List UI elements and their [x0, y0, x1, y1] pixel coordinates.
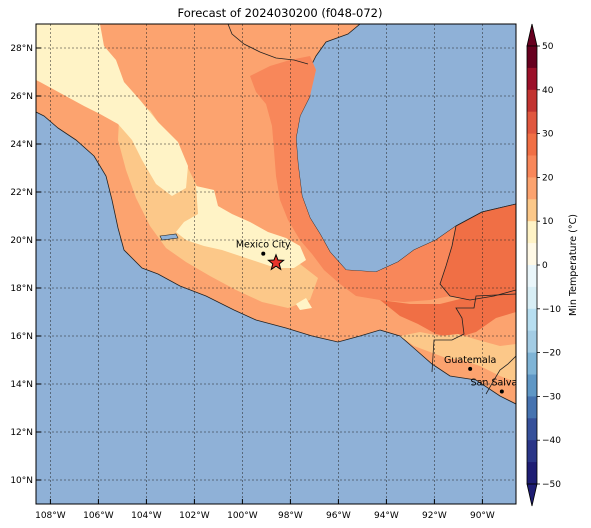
x-tick-label: 106°W [83, 511, 114, 521]
city-label: Guatemala [444, 355, 496, 366]
x-tick-label: 90°W [470, 511, 495, 521]
colorbar-segment [527, 67, 537, 91]
x-tick-label: 100°W [227, 511, 258, 521]
coolest-band-south [296, 298, 312, 310]
y-tick-label: 24°N [10, 140, 33, 150]
colorbar-tick-label: −10 [542, 305, 561, 315]
colorbar-tick-label: 30 [542, 130, 554, 140]
grid-lines [36, 24, 516, 504]
colorbar-segment [527, 418, 537, 441]
y-tick-label: 20°N [10, 236, 33, 246]
warm-band-gulf [250, 56, 516, 302]
colorbar-tick-label: −50 [542, 480, 561, 490]
location-star-icon [267, 253, 285, 271]
colorbar-segment [527, 374, 537, 397]
colorbar-tick-label: 20 [542, 173, 554, 183]
x-tick-label: 108°W [35, 511, 66, 521]
city-dot [499, 389, 504, 394]
colorbar-segment [527, 221, 537, 244]
city-dot [468, 366, 473, 371]
coolest-band-central [176, 186, 306, 268]
border-guatemala-east [485, 355, 516, 395]
colorbar-segment [527, 46, 537, 69]
y-tick-label: 16°N [10, 332, 33, 342]
colorbar-segment [527, 89, 537, 113]
colorbar-tick-label: 40 [542, 86, 554, 96]
colorbar-segment [527, 308, 537, 332]
colorbar-label: Min Temperature (°C) [568, 214, 579, 316]
border-us-mexico [227, 24, 309, 65]
y-tick-label: 18°N [10, 284, 33, 294]
colorbar-segment [527, 177, 537, 200]
colorbar-segment [527, 155, 537, 178]
central-america-interior [400, 332, 516, 382]
y-tick-label: 12°N [10, 428, 33, 438]
y-tick-label: 28°N [10, 44, 33, 54]
colorbar-tick-label: 50 [542, 42, 554, 52]
land-yucatan [439, 203, 516, 301]
city-markers: Mexico City Guatemala San Salvador [236, 240, 534, 394]
x-tick-label: 102°W [179, 511, 210, 521]
colorbar-segment [527, 330, 537, 353]
city-dot [261, 251, 266, 256]
colorbar-segment [527, 462, 537, 485]
map-title: Forecast of 2024030200 (f048-072) [177, 6, 383, 20]
colorbar-segment [527, 440, 537, 463]
colorbar-tick-label: −20 [542, 349, 561, 359]
colorbar-extend-max [526, 23, 538, 47]
y-tick-label: 22°N [10, 188, 33, 198]
colorbar-segment [527, 243, 537, 266]
coolest-band-plateau [36, 24, 188, 196]
colorbar-segment [527, 133, 537, 156]
colorbar-segment [527, 111, 537, 134]
colorbar[interactable] [526, 23, 538, 507]
colorbar-tick-label: 0 [542, 261, 548, 271]
border-mexico-guatemala [431, 293, 516, 373]
colorbar-segment [527, 286, 537, 310]
latitude-ticks: 10°N 12°N 14°N 16°N 18°N 20°N 22°N 24°N 26°N 28°N [10, 44, 41, 486]
colorbar-ticks: 50 40 30 20 10 0 −10 −20 −30 −40 −50 [537, 42, 561, 490]
y-tick-label: 26°N [10, 92, 33, 102]
x-tick-label: 94°W [374, 511, 399, 521]
lake-patch [159, 233, 179, 241]
colorbar-tick-label: −40 [542, 436, 561, 446]
map-frame [35, 23, 517, 505]
colorbar-segment [527, 199, 537, 222]
colorbar-tick-label: 10 [542, 217, 554, 227]
hot-band-south [380, 288, 516, 338]
x-tick-label: 98°W [278, 511, 303, 521]
y-tick-label: 14°N [10, 380, 33, 390]
x-tick-label: 96°W [326, 511, 351, 521]
city-label: Mexico City [236, 240, 291, 251]
longitude-ticks: 108°W 106°W 104°W 102°W 100°W 98°W 96°W 94°W 92°… [35, 499, 495, 521]
y-tick-label: 10°N [10, 476, 33, 486]
colorbar-tick-label: −30 [542, 392, 561, 402]
colorbar-segment [527, 352, 537, 375]
colorbar-segment [527, 265, 537, 288]
city-label: San Salvador [471, 377, 534, 388]
x-tick-label: 104°W [131, 511, 162, 521]
colorbar-segment [527, 396, 537, 419]
colorbar-extend-min [526, 483, 538, 507]
x-tick-label: 92°W [422, 511, 447, 521]
